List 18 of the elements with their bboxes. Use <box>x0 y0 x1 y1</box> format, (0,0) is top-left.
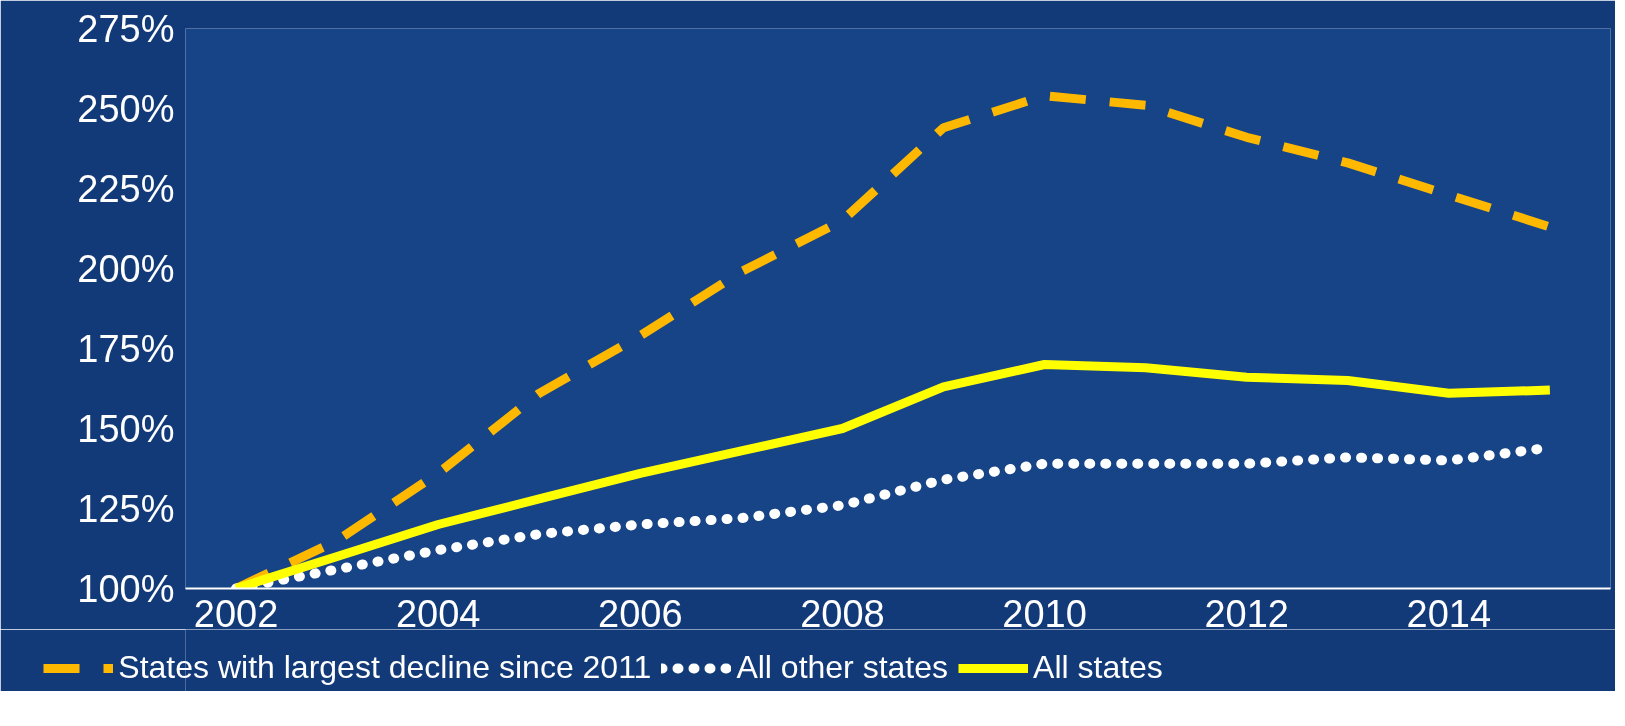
y-tick-label: 275% <box>77 7 175 50</box>
y-tick-label: 175% <box>77 327 175 370</box>
legend-label: All other states <box>736 649 949 686</box>
y-tick-label: 225% <box>77 167 175 210</box>
x-tick-label: 2002 <box>193 592 279 635</box>
x-tick-label: 2012 <box>1204 592 1289 635</box>
y-tick-label: 250% <box>77 87 175 130</box>
x-tick-label: 2014 <box>1406 592 1492 635</box>
x-tick-label: 2010 <box>1002 592 1087 635</box>
x-tick-label: 2006 <box>598 592 683 635</box>
legend-label: All states <box>1033 649 1163 686</box>
legend-label: States with largest decline since 2011 <box>118 649 652 686</box>
y-tick-label: 150% <box>77 407 175 450</box>
y-tick-label: 100% <box>77 567 175 610</box>
y-tick-label: 200% <box>77 247 175 290</box>
x-tick-label: 2004 <box>395 592 481 635</box>
x-tick-label: 2008 <box>800 592 885 635</box>
y-tick-label: 125% <box>77 487 175 530</box>
